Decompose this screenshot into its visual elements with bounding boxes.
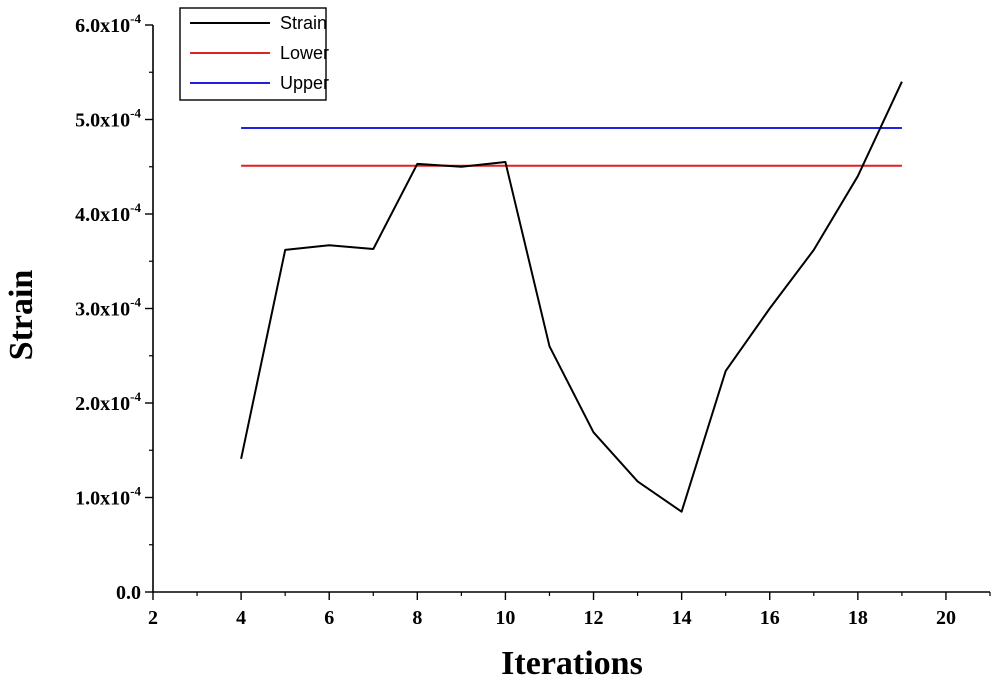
- x-tick-label: 14: [672, 607, 692, 629]
- x-axis-title: Iterations: [501, 645, 643, 682]
- legend: Strain Lower Upper: [179, 7, 329, 101]
- x-tick-label: 2: [148, 607, 158, 629]
- legend-label-upper: Upper: [280, 73, 329, 93]
- y-tick-label: 5.0x10-4: [75, 106, 141, 132]
- legend-label-lower: Lower: [280, 43, 329, 63]
- y-tick-label: 1.0x10-4: [75, 484, 141, 510]
- y-tick-label: 3.0x10-4: [75, 295, 141, 321]
- series-lines: [240, 81, 903, 513]
- x-tick-label: 4: [236, 607, 246, 629]
- x-tick-label: 18: [848, 607, 868, 629]
- y-tick-label: 2.0x10-4: [75, 389, 141, 415]
- y-axis-title: Strain: [3, 270, 40, 361]
- x-tick-label: 8: [412, 607, 422, 629]
- axes: [152, 25, 990, 593]
- series-line-strain: [240, 81, 903, 513]
- y-tick-label: 4.0x10-4: [75, 200, 141, 226]
- x-tick-label: 12: [584, 607, 604, 629]
- ticks: 2 4 6 8 10 12 14 16 18 20 0.0 1.0x10-4 2.0x10-4 3.0x1…: [75, 11, 991, 629]
- x-tick-label: 20: [936, 607, 956, 629]
- x-tick-label: 6: [324, 607, 334, 629]
- x-tick-label: 10: [495, 607, 515, 629]
- y-tick-label: 6.0x10-4: [75, 11, 141, 37]
- legend-label-strain: Strain: [280, 13, 327, 33]
- x-tick-label: 16: [760, 607, 780, 629]
- y-tick-label: 0.0: [116, 582, 141, 604]
